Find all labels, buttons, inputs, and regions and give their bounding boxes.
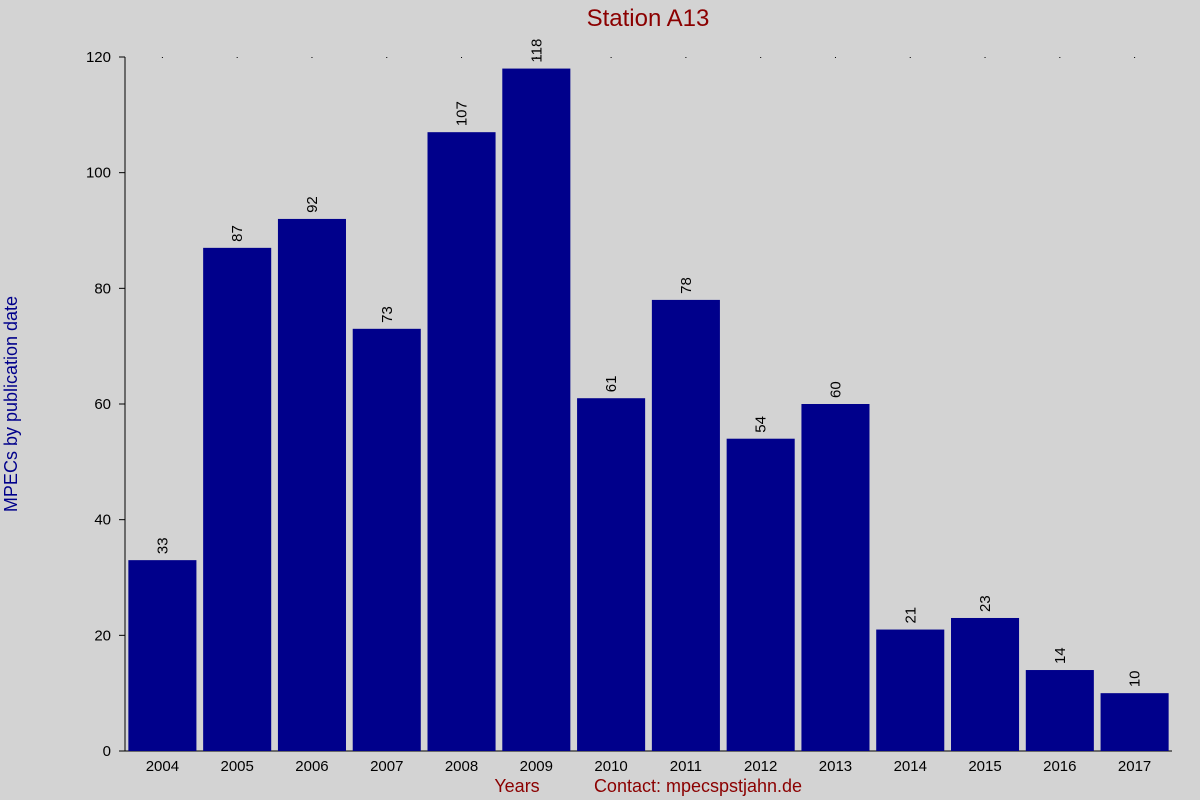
- value-label: 107: [454, 101, 471, 126]
- bar: [427, 132, 496, 751]
- x-tick-label: 2011: [670, 758, 702, 775]
- bar: [951, 617, 1020, 751]
- bar: [352, 328, 421, 751]
- bar: [277, 218, 346, 751]
- y-tick-label: 40: [94, 512, 111, 529]
- value-label: 10: [1127, 670, 1144, 687]
- annotation: Contact: mpecspstjahn.de: [594, 776, 802, 796]
- value-label: 78: [678, 277, 695, 294]
- value-label: 61: [603, 376, 620, 393]
- value-label: 73: [379, 306, 396, 323]
- y-tick-label: 20: [94, 627, 111, 644]
- bar: [801, 404, 870, 751]
- value-label: 92: [304, 196, 321, 213]
- chart-title: Station A13: [587, 5, 710, 32]
- bar: [502, 68, 571, 752]
- y-tick-label: 60: [94, 396, 111, 413]
- bar: [577, 398, 646, 751]
- y-tick-label: 120: [86, 49, 111, 66]
- x-tick-label: 2007: [370, 758, 403, 775]
- bar: [651, 299, 720, 751]
- value-label: 21: [902, 607, 919, 624]
- value-label: 14: [1052, 647, 1069, 664]
- x-tick-label: 2008: [445, 758, 478, 775]
- bar: [203, 247, 272, 751]
- y-tick-label: 80: [94, 280, 111, 297]
- x-tick-label: 2015: [968, 758, 1001, 775]
- x-tick-label: 2004: [146, 758, 179, 775]
- value-label: 87: [229, 225, 246, 242]
- value-label: 54: [753, 416, 770, 433]
- y-tick-label: 100: [86, 165, 111, 182]
- x-tick-label: 2017: [1118, 758, 1151, 775]
- value-label: 23: [977, 595, 994, 612]
- bar: [726, 438, 795, 751]
- x-tick-label: 2010: [594, 758, 627, 775]
- x-tick-label: 2013: [819, 758, 852, 775]
- bar: [1025, 670, 1094, 751]
- bar: [128, 560, 197, 751]
- value-label: 60: [827, 381, 844, 398]
- value-label: 118: [528, 39, 545, 63]
- bar: [876, 629, 945, 751]
- x-tick-label: 2014: [894, 758, 927, 775]
- x-tick-label: 2005: [220, 758, 253, 775]
- y-axis-label: MPECs by publication date: [1, 296, 21, 512]
- x-axis-label: Years: [494, 776, 539, 796]
- y-tick-label: 0: [103, 743, 111, 760]
- x-tick-label: 2012: [744, 758, 777, 775]
- x-tick-label: 2016: [1043, 758, 1076, 775]
- x-tick-label: 2006: [295, 758, 328, 775]
- bar: [1100, 693, 1169, 751]
- x-tick-label: 2009: [520, 758, 553, 775]
- value-label: 33: [154, 537, 171, 554]
